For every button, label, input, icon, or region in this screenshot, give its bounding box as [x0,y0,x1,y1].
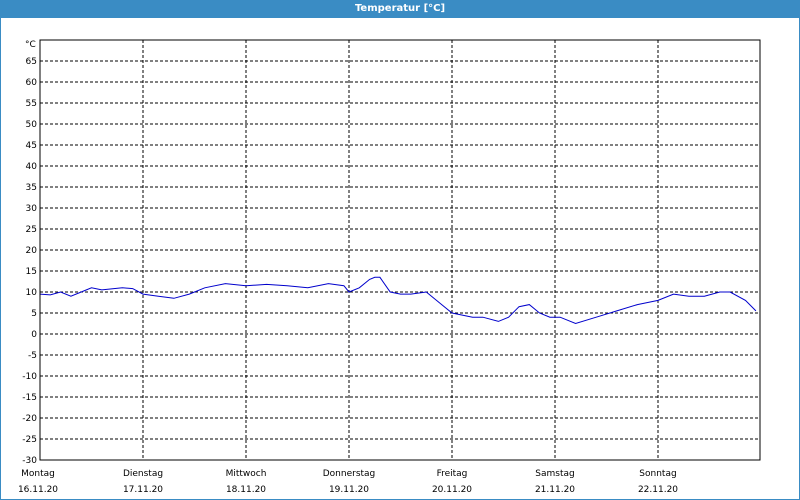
y-tick-label: -20 [22,414,37,424]
x-tick-date-label: 22.11.20 [638,485,678,495]
y-tick-label: -5 [28,351,37,361]
y-tick-label: -15 [22,393,37,403]
y-tick-label: 65 [26,57,37,67]
x-tick-date-label: 20.11.20 [432,485,472,495]
y-axis-unit-label: °C [25,40,36,50]
y-tick-label: 40 [26,162,38,172]
x-tick-date-label: 18.11.20 [226,485,266,495]
chart-title: Temperatur [°C] [0,0,800,18]
x-tick-date-label: 16.11.20 [18,485,58,495]
y-tick-label: 60 [26,78,38,88]
y-tick-label: 20 [26,246,38,256]
x-tick-day-label: Freitag [437,469,468,479]
x-tick-day-label: Dienstag [123,469,163,479]
y-tick-label: -10 [22,372,37,382]
y-tick-label: 55 [26,99,37,109]
y-tick-label: 25 [26,225,37,235]
y-tick-label: 45 [26,141,37,151]
y-tick-label: 10 [26,288,38,298]
y-tick-label: 5 [31,309,37,319]
plot-area-border [39,39,761,461]
x-tick-day-label: Mittwoch [226,469,267,479]
y-tick-label: -25 [22,435,37,445]
x-tick-date-label: 21.11.20 [535,485,575,495]
grid [40,40,760,460]
x-tick-date-label: 17.11.20 [123,485,163,495]
x-tick-day-label: Sonntag [639,469,676,479]
y-tick-labels: 65605550454035302520151050-5-10-15-20-25… [22,57,37,466]
y-tick-label: 50 [26,120,38,130]
temperature-series-line [39,276,757,325]
series [39,276,757,325]
y-tick-label: -30 [22,456,37,466]
y-tick-label: 35 [26,183,37,193]
y-tick-label: 0 [31,330,37,340]
x-tick-day-label: Montag [21,469,55,479]
y-tick-label: 15 [26,267,37,277]
x-tick-day-label: Donnerstag [323,469,376,479]
x-tick-labels: Montag 16.11.20 Dienstag 17.11.20 Mittwoch 18… [18,469,678,495]
x-tick-date-label: 19.11.20 [329,485,369,495]
y-tick-label: 30 [26,204,38,214]
x-tick-day-label: Samstag [535,469,574,479]
